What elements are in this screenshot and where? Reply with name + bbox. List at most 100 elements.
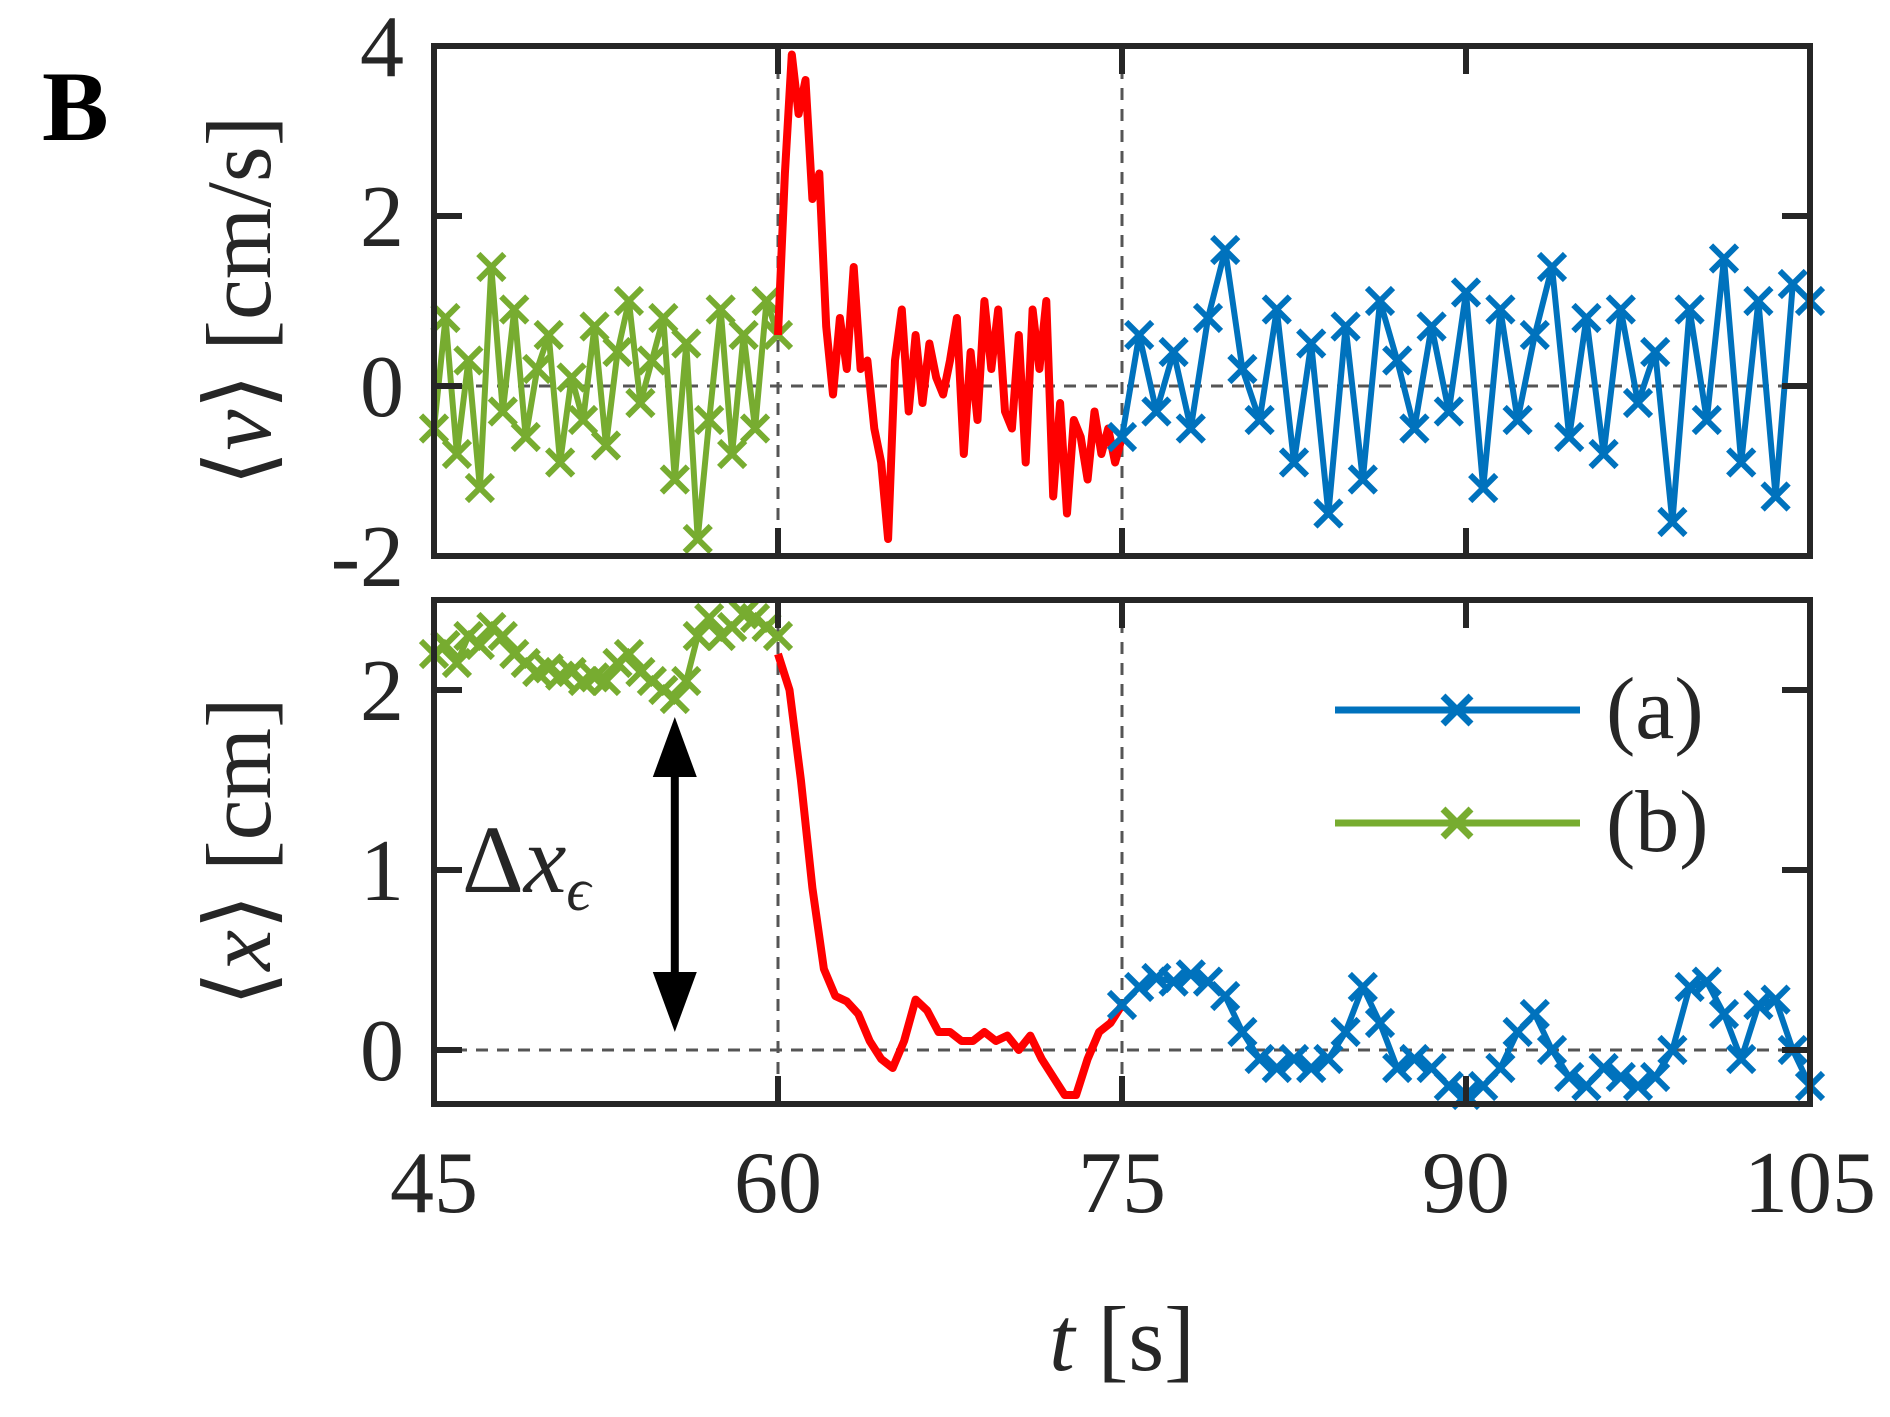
position-point-a [1261, 1052, 1292, 1084]
position-ylabel: ⟨x⟩ [cm] [188, 697, 290, 1006]
legend-b-label: (b) [1606, 774, 1709, 871]
position-point-a [1124, 971, 1155, 1003]
velocity-point-b [602, 336, 633, 368]
position-point-a [1227, 1016, 1258, 1048]
velocity-point-b [717, 438, 748, 470]
position-point-a [1640, 1061, 1671, 1093]
velocity-point-b [739, 413, 771, 444]
velocity-point-b [659, 464, 690, 495]
position-point-a [1433, 1070, 1464, 1102]
position-point-a [1657, 1034, 1688, 1066]
position-point-a [1399, 1043, 1430, 1075]
velocity-point-a [1674, 294, 1705, 325]
position-point-a [1760, 984, 1791, 1015]
position-point-b [441, 647, 473, 679]
position-point-a [1691, 966, 1722, 997]
position-point-a [1296, 1052, 1327, 1084]
velocity-point-a [1210, 234, 1241, 266]
velocity-point-a [1519, 319, 1550, 351]
velocity-point-a [1296, 328, 1327, 359]
arrow-head-up [652, 717, 697, 777]
position-xtick-label: 75 [1078, 1135, 1166, 1232]
velocity-ylabel: ⟨v⟩ [cm/s] [188, 116, 290, 487]
velocity-point-a [1382, 345, 1413, 376]
velocity-point-b [648, 302, 679, 334]
velocity-point-b [533, 319, 564, 351]
legend: (a) (b) [1335, 661, 1709, 871]
position-xtick-label: 105 [1744, 1135, 1876, 1232]
velocity-point-b [705, 294, 736, 325]
velocity-point-a [1726, 447, 1757, 478]
position-point-b [659, 683, 690, 715]
velocity-point-b [545, 447, 576, 478]
position-point-a [1726, 1043, 1757, 1075]
position-point-a [1743, 989, 1774, 1021]
velocity-point-b [728, 319, 759, 351]
velocity-point-b [556, 362, 587, 393]
velocity-point-a [1399, 413, 1430, 444]
velocity-ticks [431, 43, 1813, 559]
velocity-point-a [1244, 404, 1275, 436]
velocity-ytick-label: 2 [360, 169, 404, 266]
legend-a-marker [1440, 693, 1474, 727]
velocity-point-a [1158, 336, 1189, 368]
position-point-a [1347, 971, 1378, 1003]
position-point-a [1605, 1061, 1636, 1093]
velocity-point-b [453, 345, 484, 376]
velocity-point-a [1657, 506, 1688, 538]
velocity-point-a [1571, 302, 1602, 334]
velocity-point-b [590, 430, 622, 461]
velocity-ytick-label: -2 [331, 509, 404, 606]
position-point-b [682, 620, 713, 652]
velocity-point-b [464, 472, 495, 504]
position-xtick-labels: 45 60 75 90 105 [390, 1135, 1876, 1232]
arrow-head-down [652, 972, 697, 1032]
position-point-a [1622, 1070, 1654, 1102]
delta-x-arrow [652, 717, 697, 1032]
velocity-point-a [1502, 404, 1533, 436]
velocity-point-a [1536, 251, 1568, 283]
position-point-a [1158, 966, 1189, 997]
position-series [418, 599, 1826, 1111]
velocity-point-a [1708, 243, 1740, 274]
time-xlabel: t [s] [1049, 1288, 1195, 1390]
velocity-point-a [1330, 311, 1361, 342]
velocity-point-a [1433, 396, 1464, 427]
position-panel: 0 1 2 45 60 75 90 105 ⟨x⟩ [cm] t [s] Δxϵ (a) (… [188, 597, 1876, 1390]
position-point-a [1364, 1007, 1396, 1039]
position-xtick-label: 60 [734, 1135, 822, 1232]
position-point-a [1708, 998, 1740, 1030]
position-reference-lines [434, 600, 1810, 1104]
velocity-point-a [1261, 294, 1292, 325]
velocity-point-a [1227, 353, 1258, 385]
velocity-point-a [1743, 285, 1774, 317]
velocity-point-a [1450, 277, 1482, 308]
position-point-b [464, 629, 495, 661]
velocity-point-a [1175, 413, 1206, 444]
position-point-a [1485, 1052, 1516, 1084]
velocity-point-b [487, 396, 518, 427]
position-xtick-label: 45 [390, 1135, 478, 1232]
position-point-a [1519, 998, 1550, 1030]
velocity-point-b [694, 404, 725, 436]
position-point-b [694, 602, 725, 634]
velocity-reference-lines [434, 46, 1810, 556]
position-ytick-labels: 0 1 2 [360, 643, 404, 1100]
velocity-point-a [1192, 302, 1224, 334]
legend-a-label: (a) [1606, 661, 1704, 758]
velocity-point-a [1554, 421, 1585, 453]
position-point-a [1210, 980, 1241, 1012]
velocity-point-a [1485, 294, 1516, 325]
velocity-point-b [476, 251, 507, 283]
velocity-point-a [1605, 294, 1636, 325]
velocity-point-a [1313, 498, 1344, 529]
position-point-b [762, 620, 794, 652]
velocity-point-a [1468, 472, 1499, 504]
velocity-point-b [499, 294, 530, 325]
velocity-point-a [1278, 447, 1310, 478]
position-ytick-label: 1 [360, 823, 404, 920]
velocity-point-a [1691, 404, 1722, 436]
position-point-a [1536, 1034, 1568, 1066]
position-point-a [1313, 1043, 1344, 1075]
position-point-a [1175, 959, 1206, 990]
